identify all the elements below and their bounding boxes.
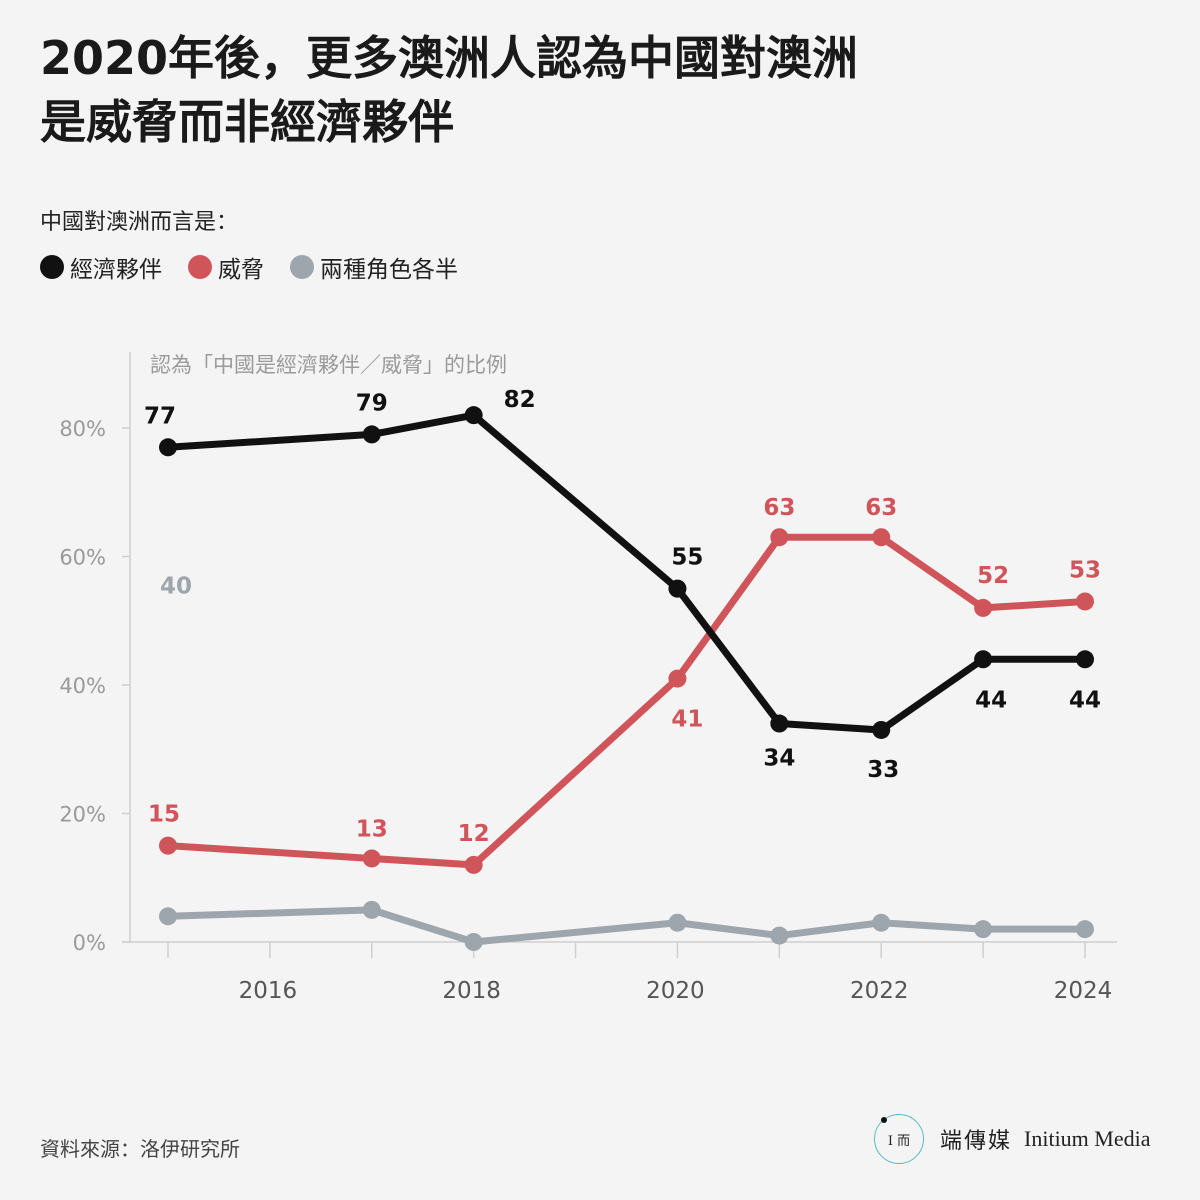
data-point-2 [872, 913, 891, 932]
x-tick-label: 2024 [1054, 978, 1113, 1004]
brand-logo-glyph: I 而 [887, 1133, 911, 1149]
data-label-0: 79 [356, 390, 388, 416]
data-point-2 [1076, 920, 1094, 939]
data-point-0 [464, 406, 483, 425]
legend-swatch-both [290, 255, 314, 279]
data-label-1: 63 [865, 495, 897, 521]
data-label-0: 55 [671, 545, 703, 571]
legend: 經濟夥伴 威脅 兩種角色各半 [40, 250, 484, 284]
data-point-1 [770, 528, 789, 547]
legend-item-threat: 威脅 [188, 250, 264, 284]
data-point-0 [668, 579, 687, 598]
x-tick-label: 2020 [646, 978, 705, 1004]
data-point-1 [362, 849, 381, 868]
data-point-2 [668, 913, 687, 932]
y-tick-label: 0% [73, 931, 106, 955]
data-label-1: 12 [458, 821, 490, 847]
series-line-1 [164, 533, 1089, 869]
data-label-0: 34 [763, 746, 795, 772]
data-point-0 [770, 714, 789, 733]
series-line-2 [164, 906, 1089, 946]
data-label-0: 77 [144, 403, 176, 429]
x-tick-label: 2022 [850, 978, 909, 1004]
brand-name-en: Initium Media [1024, 1126, 1151, 1151]
y-tick-label: 60% [59, 546, 106, 570]
legend-label-both: 兩種角色各半 [320, 257, 458, 283]
data-label-2: 40 [160, 573, 192, 599]
x-tick-label: 2016 [239, 978, 298, 1004]
data-label-0: 82 [504, 387, 536, 413]
legend-item-partner: 經濟夥伴 [40, 250, 162, 284]
data-label-1: 15 [148, 802, 180, 828]
legend-swatch-threat [188, 255, 212, 279]
data-point-1 [872, 528, 891, 547]
data-point-1 [159, 836, 177, 855]
y-tick-label: 80% [59, 417, 106, 441]
axis-title: 認為「中國是經濟夥伴／威脅」的比例 [150, 353, 507, 377]
series-line-0 [164, 411, 1089, 734]
chart-subtitle: 中國對澳洲而言是： [40, 210, 239, 235]
data-point-2 [974, 920, 993, 939]
legend-label-partner: 經濟夥伴 [70, 257, 162, 283]
data-point-1 [464, 855, 483, 874]
data-label-0: 33 [867, 757, 899, 783]
legend-swatch-partner [40, 255, 64, 279]
title-line-2: 是威脅而非經濟夥伴 [40, 95, 454, 149]
data-point-1 [668, 669, 687, 688]
legend-item-both: 兩種角色各半 [290, 250, 458, 284]
data-label-0: 44 [1069, 687, 1101, 713]
data-label-1: 53 [1069, 557, 1101, 583]
y-tick-label: 20% [59, 803, 106, 827]
data-point-0 [1076, 650, 1094, 669]
data-point-0 [872, 720, 891, 739]
data-point-2 [362, 900, 381, 919]
brand: I 而 端傳媒 Initium Media [874, 1114, 1151, 1164]
data-point-2 [159, 907, 177, 926]
legend-label-threat: 威脅 [218, 257, 264, 283]
brand-logo-dot [881, 1117, 887, 1123]
data-point-0 [362, 425, 381, 444]
data-label-1: 52 [977, 563, 1009, 589]
data-label-1: 41 [671, 707, 703, 733]
data-point-1 [1076, 592, 1094, 611]
data-label-1: 13 [356, 816, 388, 842]
data-label-0: 44 [975, 687, 1007, 713]
source-note: 資料來源：洛伊研究所 [40, 1137, 240, 1161]
brand-logo-icon: I 而 [874, 1114, 924, 1164]
y-tick-label: 40% [59, 674, 106, 698]
data-point-0 [974, 650, 993, 669]
data-point-1 [974, 598, 993, 617]
data-point-2 [770, 926, 789, 945]
brand-name-zh: 端傳媒 [940, 1129, 1013, 1154]
title-line-1: 2020年後，更多澳洲人認為中國對澳洲 [40, 31, 859, 85]
line-chart: 0% 20% 40% 60% 80% 2016 2018 2020 2022 2024 認為「中國是… [59, 352, 1117, 1004]
data-label-1: 63 [763, 495, 795, 521]
data-point-2 [464, 933, 483, 951]
chart-title: 2020年後，更多澳洲人認為中國對澳洲 是威脅而非經濟夥伴 [40, 26, 1140, 154]
data-point-0 [159, 438, 177, 457]
x-tick-label: 2018 [442, 978, 501, 1004]
